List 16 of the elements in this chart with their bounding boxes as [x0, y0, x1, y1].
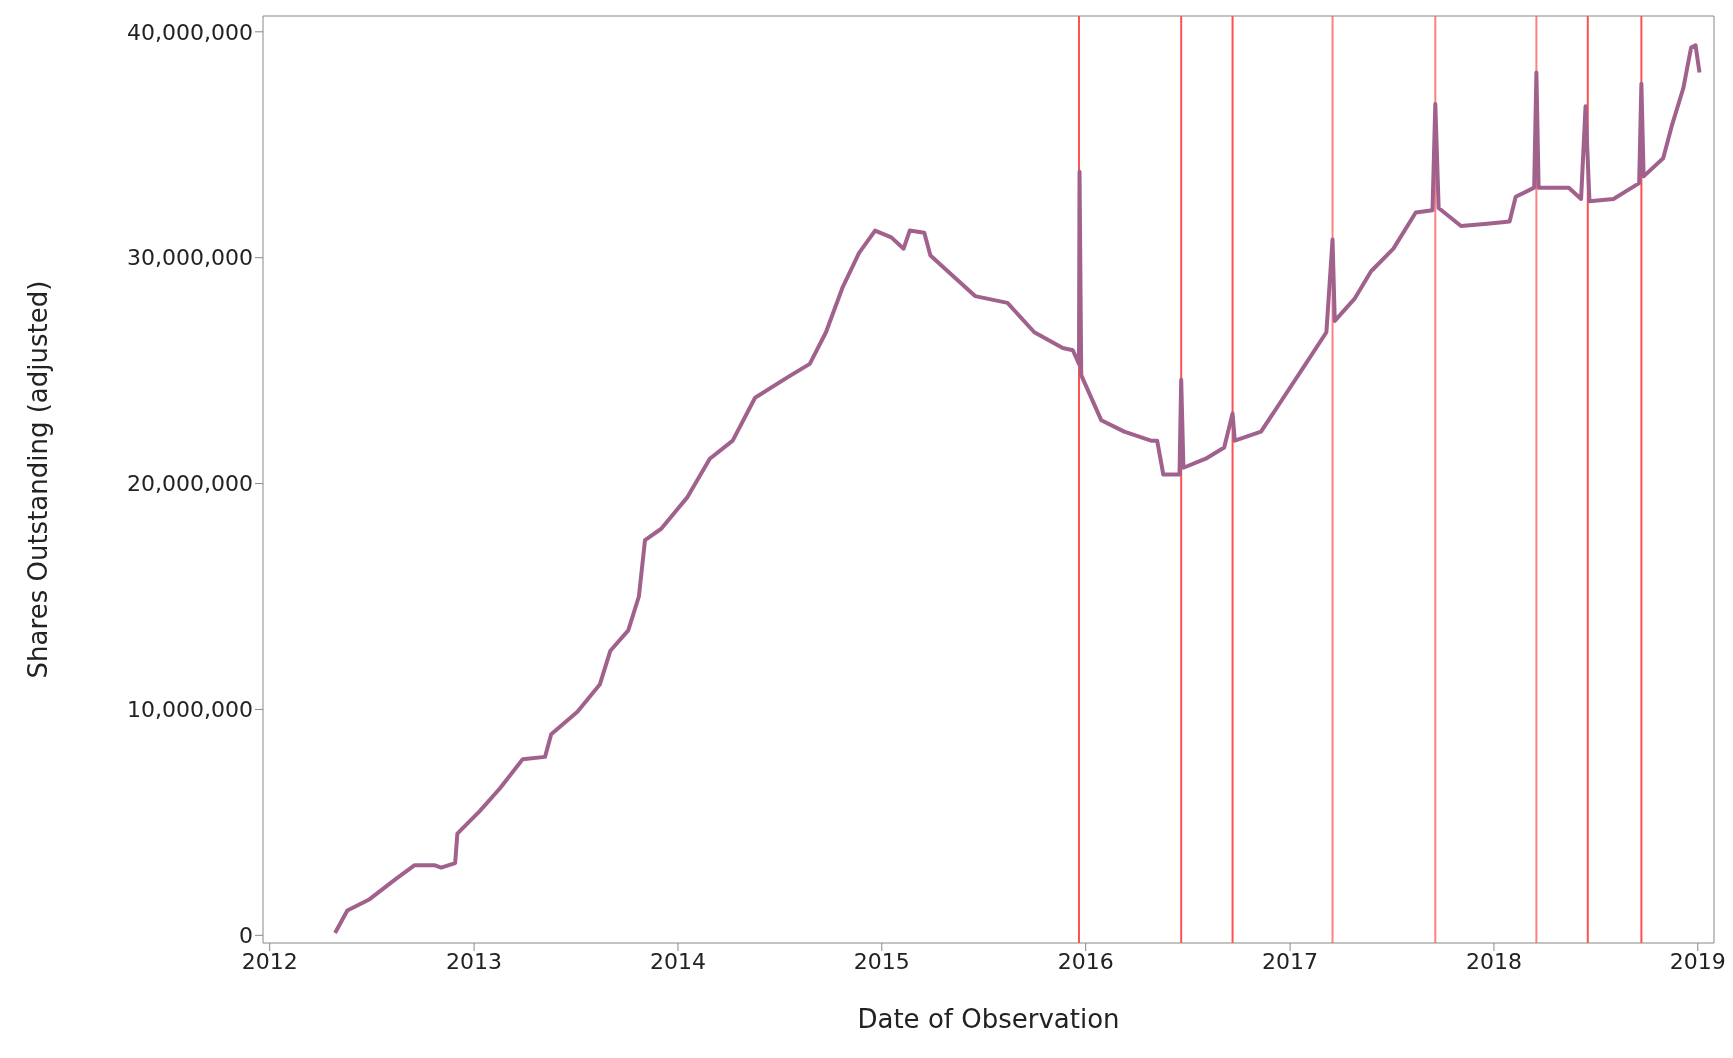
x-tick-label: 2015	[853, 948, 910, 974]
x-tick-label: 2012	[241, 948, 298, 974]
line-series	[333, 43, 1702, 936]
x-tick-label: 2016	[1057, 948, 1114, 974]
y-tick-label: 30,000,000	[127, 245, 253, 271]
x-tick-label: 2018	[1465, 948, 1522, 974]
x-tick-label: 2017	[1262, 948, 1319, 974]
x-tick-label: 2019	[1669, 948, 1726, 974]
y-axis-title: Shares Outstanding (adjusted)	[23, 280, 54, 679]
y-tick-label: 0	[239, 923, 253, 949]
x-tick-label: 2013	[446, 948, 503, 974]
x-tick-label: 2014	[649, 948, 706, 974]
y-tick-label: 10,000,000	[127, 697, 253, 723]
y-tick-label: 40,000,000	[127, 19, 253, 45]
y-tick-label: 20,000,000	[127, 471, 253, 497]
x-axis-title: Date of Observation	[857, 1004, 1120, 1034]
